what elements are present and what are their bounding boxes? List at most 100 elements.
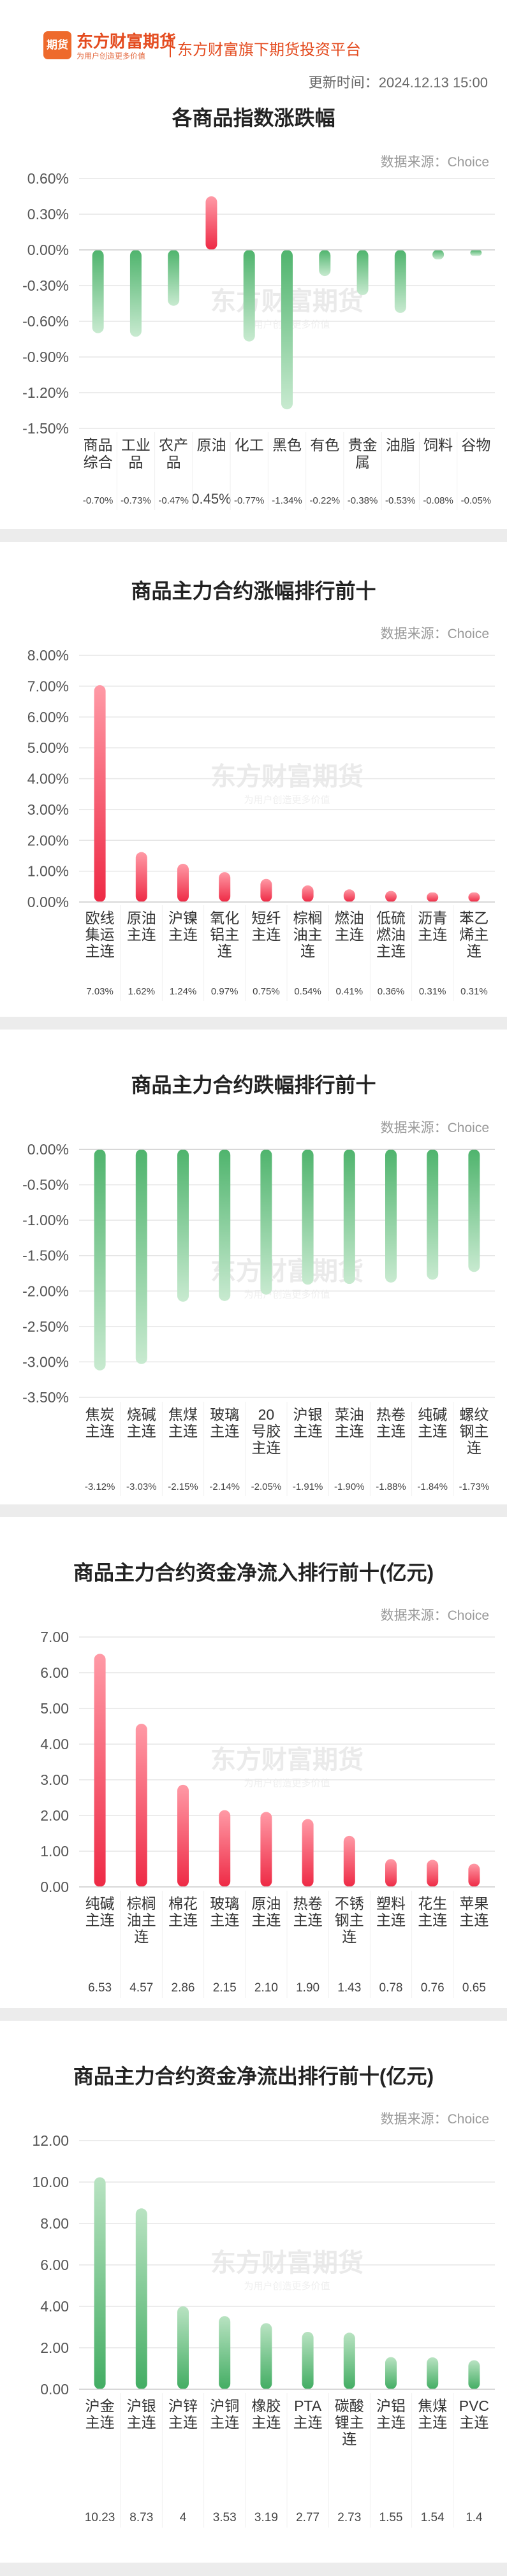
- bar: [468, 892, 480, 902]
- x-tick-label: 农产品: [159, 437, 188, 470]
- y-tick-label: -0.60%: [22, 313, 69, 330]
- watermark-sub: 为用户创造更多价值: [244, 795, 330, 806]
- x-tick-label: 燃油主连: [335, 910, 364, 943]
- bar: [94, 1149, 106, 1371]
- bar: [94, 685, 106, 902]
- bar: [94, 1654, 106, 1887]
- value-label: 1.43: [337, 1981, 361, 1995]
- x-tick-label: 橡胶主连: [251, 2398, 281, 2431]
- value-label: -0.38%: [348, 495, 378, 506]
- panel-index: 各商品指数涨跌幅 数据来源：Choice 东方财富期货为用户创造更多价值0.60…: [0, 96, 507, 529]
- chart-title: 各商品指数涨跌幅: [172, 106, 335, 129]
- y-tick-label: 2.00%: [27, 832, 69, 848]
- x-tick-label: 菜油主连: [335, 1406, 364, 1439]
- value-label: 0.54%: [294, 986, 321, 997]
- bar: [470, 250, 482, 256]
- value-label: 1.55: [379, 2511, 403, 2524]
- value-label: 4: [180, 2511, 187, 2524]
- y-tick-label: 12.00: [32, 2132, 69, 2149]
- y-tick-label: 5.00%: [27, 739, 69, 756]
- value-label: -2.14%: [209, 1481, 240, 1492]
- y-tick-label: 0.00%: [27, 1141, 69, 1158]
- y-tick-label: -1.50%: [22, 1248, 69, 1264]
- x-tick-label: 沪镍主连: [168, 910, 198, 943]
- value-label: -0.08%: [423, 495, 453, 506]
- value-label: 2.15: [213, 1981, 237, 1995]
- watermark-sub: 为用户创造更多价值: [244, 2281, 330, 2292]
- bar: [177, 1784, 189, 1887]
- x-tick-label: 热卷主连: [293, 1895, 323, 1928]
- value-label: -0.53%: [385, 495, 416, 506]
- watermark: 东方财富期货: [210, 1258, 364, 1286]
- bar: [385, 891, 397, 902]
- x-tick-label: 沪银主连: [293, 1406, 323, 1439]
- y-tick-label: 0.00%: [27, 242, 69, 258]
- x-tick-label: 原油主连: [251, 1895, 281, 1928]
- value-label: -1.34%: [272, 495, 302, 506]
- value-label: 1.90: [296, 1981, 320, 1995]
- data-source: 数据来源：Choice: [380, 627, 489, 641]
- value-label: 1.4: [466, 2511, 483, 2524]
- bar: [260, 1149, 272, 1295]
- value-label: -0.47%: [158, 495, 189, 506]
- value-label: -1.84%: [417, 1481, 448, 1492]
- value-label: 0.65: [462, 1981, 486, 1995]
- y-tick-label: 0.00: [40, 2381, 69, 2398]
- value-label: -0.22%: [310, 495, 341, 506]
- x-tick-label: 沪铝主连: [376, 2398, 406, 2431]
- bar: [168, 250, 180, 306]
- bar: [177, 2306, 189, 2389]
- y-tick-label: -2.50%: [22, 1318, 69, 1335]
- x-tick-label: 沪锌主连: [168, 2398, 198, 2431]
- x-tick-label: 棕榈油主连: [293, 910, 323, 959]
- y-tick-label: -0.90%: [22, 349, 69, 365]
- x-tick-label: 沪金主连: [85, 2398, 115, 2431]
- value-label: 2.73: [337, 2511, 361, 2524]
- y-tick-label: 8.00: [40, 2215, 69, 2232]
- value-label: 10.23: [85, 2511, 115, 2524]
- bar: [219, 872, 231, 902]
- bar: [319, 250, 331, 277]
- bar: [385, 1859, 397, 1887]
- value-label: -0.77%: [234, 495, 265, 506]
- x-tick-label: 饲料: [423, 437, 453, 453]
- x-tick-label: 纯碱主连: [85, 1895, 115, 1928]
- panel-losers: 商品主力合约跌幅排行前十 数据来源：Choice 东方财富期货 为用户创造更多价值…: [0, 1030, 507, 1504]
- y-tick-label: 5.00: [40, 1700, 69, 1717]
- y-tick-label: 1.00: [40, 1843, 69, 1859]
- value-label: 4.57: [129, 1981, 153, 1995]
- y-tick-label: 3.00%: [27, 801, 69, 818]
- y-tick-label: 6.00: [40, 1664, 69, 1681]
- bar: [343, 2332, 355, 2389]
- x-tick-label: 沪铜主连: [210, 2398, 239, 2431]
- bar: [219, 1810, 231, 1887]
- value-label: 1.24%: [170, 986, 197, 997]
- watermark-sub: 为用户创造更多价值: [244, 1778, 330, 1789]
- value-label: 0.75%: [253, 986, 280, 997]
- y-tick-label: 4.00: [40, 2298, 69, 2315]
- value-label: 0.76: [421, 1981, 445, 1995]
- panel-gainers: 商品主力合约涨幅排行前十 数据来源：Choice 东方财富期货 为用户创造更多价值…: [0, 542, 507, 1017]
- value-label: 3.53: [213, 2511, 237, 2524]
- y-tick-label: 10.00: [32, 2174, 69, 2190]
- bar: [432, 250, 445, 259]
- value-label: -3.03%: [126, 1481, 157, 1492]
- y-tick-label: 7.00%: [27, 678, 69, 694]
- y-tick-label: 4.00%: [27, 771, 69, 787]
- bar: [343, 1149, 355, 1284]
- bar: [135, 1149, 147, 1364]
- bar: [427, 1149, 439, 1280]
- value-label: 0.97%: [211, 986, 239, 997]
- bar: [243, 250, 255, 342]
- x-tick-label: 沪银主连: [127, 2398, 156, 2431]
- platform-text: 东方财富旗下期货投资平台: [177, 41, 361, 59]
- x-tick-label: 20 号胶主连: [251, 1406, 281, 1456]
- value-label: -1.91%: [293, 1481, 323, 1492]
- bar: [394, 250, 406, 313]
- bar: [468, 1149, 480, 1272]
- x-tick-label: 不锈钢主连: [335, 1895, 364, 1945]
- bar: [260, 1812, 272, 1887]
- value-label: 0.31%: [419, 986, 446, 997]
- value-label: 3.19: [254, 2511, 278, 2524]
- header: 期货 东方财富期货 为用户创造更多价值 东方财富旗下期货投资平台 更新时间：20…: [0, 0, 507, 96]
